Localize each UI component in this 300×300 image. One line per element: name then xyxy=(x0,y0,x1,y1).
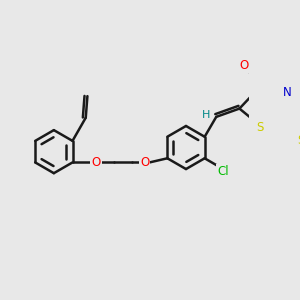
Text: S: S xyxy=(256,121,264,134)
Text: S: S xyxy=(297,134,300,147)
Text: Cl: Cl xyxy=(217,165,229,178)
Text: O: O xyxy=(240,59,249,72)
Text: O: O xyxy=(91,156,100,169)
Text: H: H xyxy=(202,110,211,120)
Text: O: O xyxy=(140,156,149,169)
Text: N: N xyxy=(283,85,292,98)
